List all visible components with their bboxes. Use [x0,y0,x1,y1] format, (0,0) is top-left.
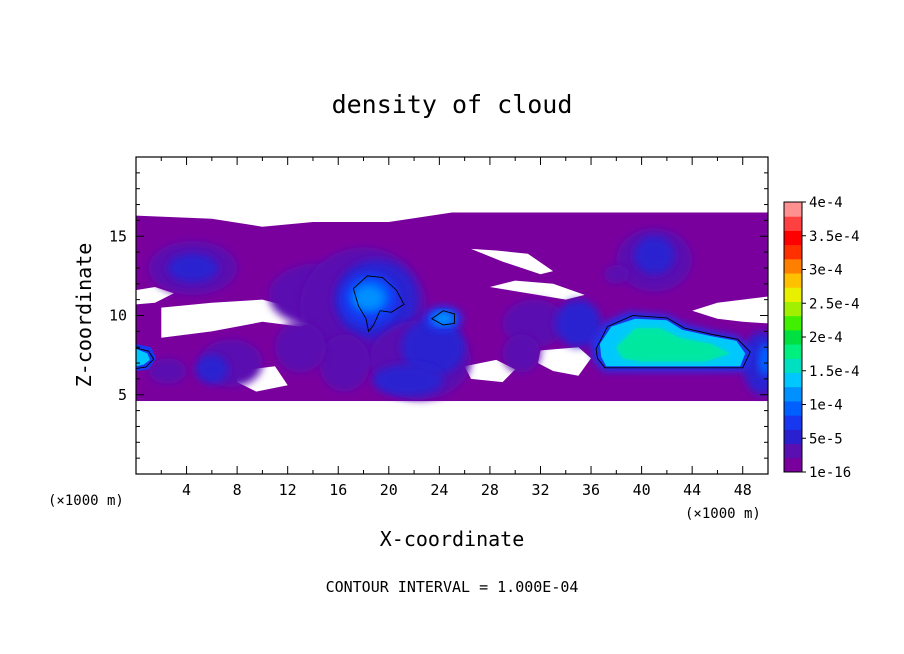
x-axis-unit: (×1000 m) [685,506,761,522]
colorbar-swatch [784,372,802,388]
y-tick-label: 15 [109,227,127,245]
colorbar-swatch [784,273,802,288]
x-tick-label: 48 [734,481,752,499]
colorbar-label: 2.5e-4 [809,296,860,312]
colorbar-swatch [784,457,802,473]
x-tick-label: 40 [633,481,651,499]
density-blob [353,286,384,310]
x-tick-label: 12 [279,481,297,499]
colorbar-swatch [784,415,802,430]
right-core-peak [616,328,731,362]
colorbar-swatch [784,358,802,374]
contour-interval-note: CONTOUR INTERVAL = 1.000E-04 [326,578,579,596]
x-tick-label: 44 [683,481,701,499]
x-tick-label: 32 [531,481,549,499]
x-tick-label: 36 [582,481,600,499]
x-tick-label: 20 [380,481,398,499]
colorbar-swatch [784,230,802,246]
colorbar-swatch [784,329,802,345]
x-tick-label: 4 [182,481,191,499]
colorbar-swatch [784,287,802,302]
colorbar-swatch [784,244,802,260]
colorbar-swatch [784,315,802,331]
colorbar-label: 3e-4 [809,263,843,279]
density-blob [372,364,444,397]
density-blob [401,318,465,376]
x-tick-label: 24 [430,481,448,499]
x-tick-label: 16 [329,481,347,499]
gap-region [464,359,516,383]
gap-region [136,287,174,305]
colorbar-swatch [784,202,802,217]
gap-region [136,401,768,406]
y-axis-label: Z-coordinate [72,243,96,388]
colorbar-label: 2e-4 [809,330,843,346]
y-tick-label: 10 [109,307,127,325]
density-blob [167,253,219,283]
colorbar-swatch [784,216,802,231]
colorbar-swatch [784,386,802,402]
x-axis-label: X-coordinate [380,527,525,551]
colorbar-label: 1e-4 [809,398,843,414]
x-tick-label: 28 [481,481,499,499]
colorbar-swatch [784,301,802,317]
chart-title: density of cloud [332,90,573,119]
colorbar-swatch [784,344,802,359]
density-blob [757,344,768,376]
contour-line [352,275,405,333]
colorbar-label: 4e-4 [809,195,843,211]
contour-line [595,315,751,369]
y-tick-label: 5 [118,386,127,404]
x-tick-label: 8 [233,481,242,499]
colorbar-swatch [784,400,802,416]
density-blob [603,264,629,284]
density-blob [634,236,675,275]
density-blob [319,334,370,392]
gap-region [136,212,452,227]
colorbar-label: 3.5e-4 [809,229,860,245]
colorbar-swatch [784,258,802,274]
colorbar-label: 1e-16 [809,465,851,481]
colorbar-swatch [784,429,802,445]
density-blob [148,358,187,384]
colorbar-label: 1.5e-4 [809,364,860,380]
gap-region [471,248,554,275]
contour-line [136,347,155,370]
gap-region [489,280,585,300]
colorbar: 4e-4 3.5e-4 3e-4 2.5e-4 2e-4 1.5e-4 1e-4 5e-5 1e… [783,195,860,481]
y-axis-unit: (×1000 m) [48,493,124,509]
gap-region [538,347,591,376]
contour-line [430,310,455,326]
colorbar-label: 5e-5 [809,431,843,447]
density-blob [275,321,326,373]
gap-region [692,296,768,324]
left-edge-peak [136,348,150,367]
colorbar-swatch [784,443,802,459]
density-blob [502,334,541,373]
heatmap-field [136,212,768,406]
density-blob [195,355,229,384]
density-blob [555,299,602,348]
